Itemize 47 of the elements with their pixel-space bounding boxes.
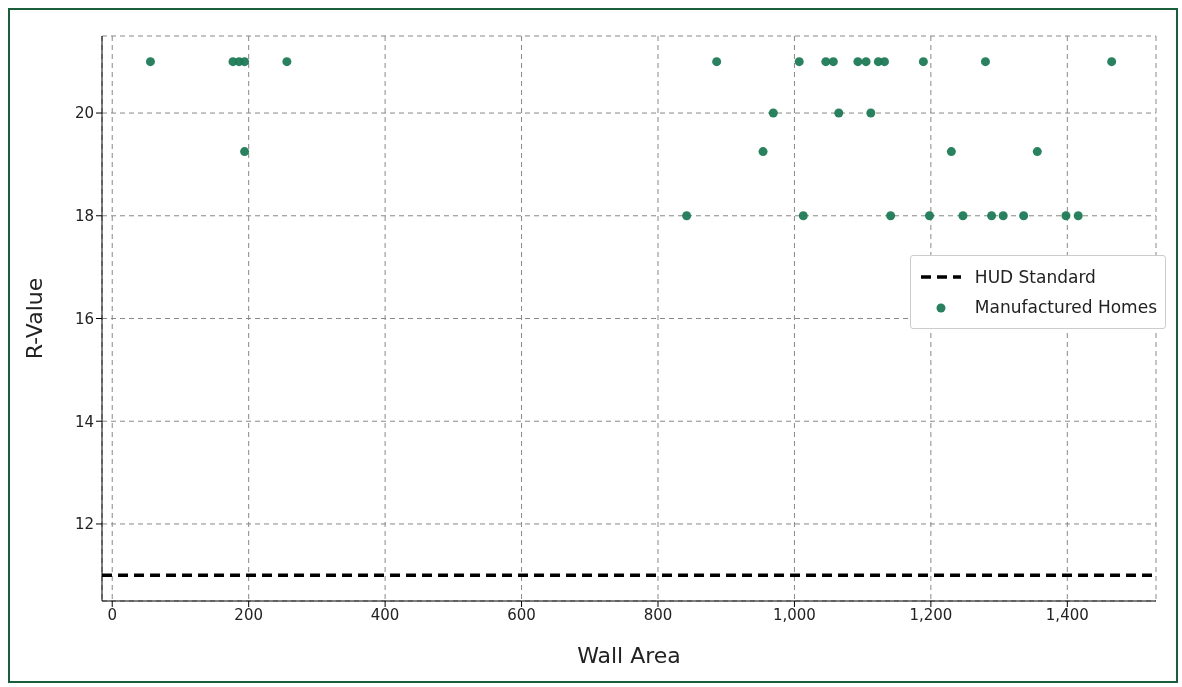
point [768, 108, 778, 118]
point [918, 57, 928, 67]
point [758, 147, 768, 157]
point [853, 57, 863, 67]
point [925, 211, 935, 221]
point [879, 57, 889, 67]
point [987, 211, 997, 221]
x-tick-label: 1,000 [772, 605, 816, 624]
point [1107, 57, 1117, 67]
y-axis-title: R-Value [21, 277, 47, 360]
y-tick-label: 16 [74, 309, 94, 328]
point [958, 211, 968, 221]
point [794, 57, 804, 67]
point [1061, 211, 1071, 221]
point [1032, 147, 1042, 157]
y-tick-label: 14 [74, 412, 94, 431]
x-tick-label: 1,400 [1045, 605, 1089, 624]
point [1019, 211, 1029, 221]
x-tick-label: 800 [643, 605, 673, 624]
point [866, 108, 876, 118]
x-axis-title: Wall Area [577, 643, 681, 668]
x-tick-label: 1,200 [909, 605, 953, 624]
point [861, 57, 871, 67]
point [798, 211, 808, 221]
point [282, 57, 292, 67]
point [682, 211, 692, 221]
x-tick-label: 200 [234, 605, 263, 624]
point [828, 57, 838, 67]
y-tick-label: 20 [74, 104, 94, 123]
point [712, 57, 722, 67]
point [980, 57, 990, 67]
y-tick-label: 12 [74, 515, 94, 534]
point [240, 147, 250, 157]
x-tick-label: 400 [370, 605, 400, 624]
point [834, 108, 844, 118]
point [998, 211, 1008, 221]
point [1073, 211, 1083, 221]
x-tick-label: 600 [507, 605, 536, 624]
legend-label: Manufactured Homes [974, 296, 1157, 319]
point [240, 57, 250, 67]
legend-label: HUD Standard [974, 266, 1096, 289]
point [886, 211, 896, 221]
y-tick-label: 18 [74, 207, 94, 226]
x-tick-label: 0 [107, 605, 118, 624]
point [821, 57, 831, 67]
point [145, 57, 155, 67]
point [946, 147, 956, 157]
